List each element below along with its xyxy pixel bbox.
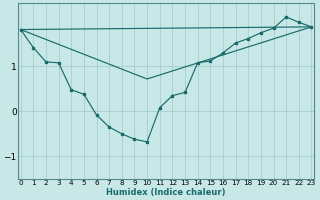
X-axis label: Humidex (Indice chaleur): Humidex (Indice chaleur) xyxy=(106,188,226,197)
